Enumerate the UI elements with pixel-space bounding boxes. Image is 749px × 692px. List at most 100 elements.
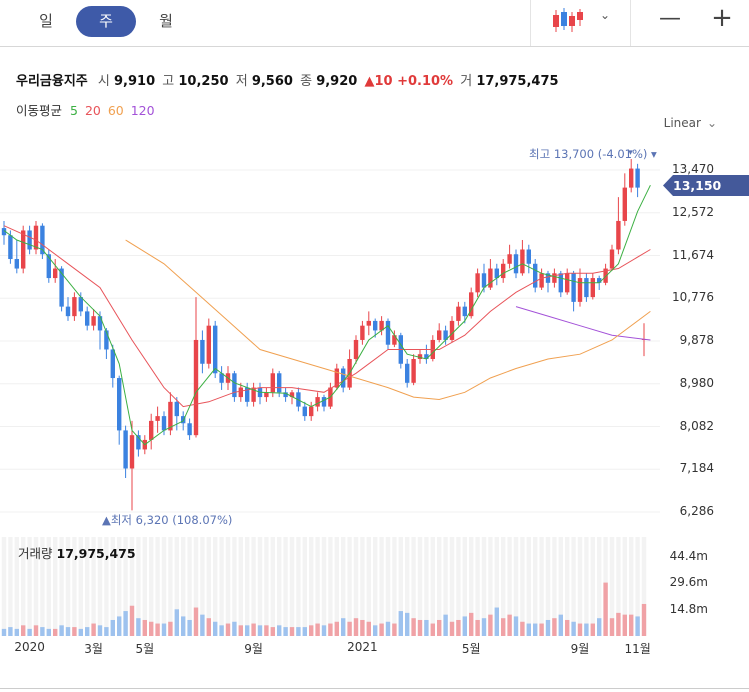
volume-bg-bar — [494, 537, 499, 636]
volume-bar — [187, 619, 192, 636]
volume-bg-bar — [181, 537, 186, 636]
candle-body — [449, 320, 455, 340]
volume-bar — [315, 623, 320, 636]
candle-body — [33, 225, 39, 250]
y-tick-label: 12,572 — [672, 204, 714, 219]
candle-body — [392, 335, 397, 345]
volume-bar — [33, 625, 39, 636]
volume-panel-value: 17,975,475 — [56, 546, 136, 561]
volume-bar — [513, 616, 519, 636]
volume-bar — [149, 621, 154, 636]
candle-body — [616, 220, 621, 250]
zoom-in-button[interactable]: + — [711, 3, 733, 33]
volume-bar — [46, 628, 51, 636]
toolbar-divider — [530, 0, 531, 46]
volume-bar — [270, 627, 275, 636]
volume-bg-bar — [72, 537, 77, 636]
ma20-label[interactable]: 20 — [84, 103, 101, 118]
volume-tick-label: 29.6m — [669, 575, 708, 590]
volume-bar — [539, 623, 544, 636]
candle-body — [168, 401, 173, 431]
volume-bg-bar — [571, 537, 576, 636]
volume-bg-bar — [539, 537, 544, 636]
volume-bar — [142, 619, 147, 636]
candle-body — [232, 373, 237, 398]
candle-body — [501, 263, 506, 279]
volume-bar — [251, 623, 256, 636]
volume-bar — [635, 616, 640, 636]
candle-body — [309, 406, 314, 417]
volume-bar — [283, 627, 288, 636]
volume-bar — [577, 623, 583, 636]
candle-body — [590, 278, 595, 298]
volume-bg-bar — [417, 537, 423, 636]
candle-body — [635, 168, 640, 188]
volume-bg-bar — [328, 537, 333, 636]
volume-bar — [488, 614, 493, 636]
candle-body — [14, 259, 19, 269]
candle-body — [8, 235, 13, 260]
candle-body — [513, 254, 519, 274]
volume-bg-bar — [347, 537, 352, 636]
candle-body — [526, 249, 531, 264]
volume-bar — [424, 619, 429, 636]
volume-bg-bar — [232, 537, 237, 636]
volume-bg-bar — [334, 537, 339, 636]
period-tabs: 일 주 월 ⌄ — + — [0, 0, 749, 47]
scale-selector[interactable]: Linear ⌄ — [664, 116, 717, 130]
volume-bg-bar — [360, 537, 365, 636]
volume-bg-bar — [341, 537, 346, 636]
y-tick-label: 8,082 — [679, 418, 714, 433]
volume-bar — [14, 628, 19, 636]
volume-bg-bar — [65, 537, 71, 636]
candle-body — [97, 316, 103, 331]
candle-body — [584, 278, 589, 298]
candle-body — [558, 273, 563, 293]
ma120-label[interactable]: 120 — [130, 103, 155, 118]
volume-bg-bar — [411, 537, 416, 636]
candle-body — [385, 320, 391, 345]
volume-bg-bar — [622, 537, 627, 636]
volume-bg-bar — [392, 537, 397, 636]
volume-bg-bar — [481, 537, 487, 636]
volume-bg-bar — [219, 537, 224, 636]
volume-bar — [449, 621, 455, 636]
ma60-label[interactable]: 60 — [107, 103, 124, 118]
chart-type-button[interactable]: ⌄ — [548, 6, 610, 36]
candle-body — [161, 416, 167, 431]
volume-bg-bar — [565, 537, 570, 636]
volume-bg-bar — [283, 537, 288, 636]
volume-bar — [462, 616, 467, 636]
volume-bg-bar — [443, 537, 448, 636]
candle-body — [341, 368, 346, 388]
volume-bg-bar — [501, 537, 506, 636]
volume-bg-bar — [533, 537, 538, 636]
volume-bar — [520, 621, 525, 636]
ma60-line — [125, 239, 651, 401]
tab-month[interactable]: 월 — [159, 12, 173, 30]
volume-bar — [584, 623, 589, 636]
volume-bar — [353, 618, 359, 636]
volume-bg-bar — [616, 537, 621, 636]
volume-bar — [78, 628, 83, 636]
volume-bar — [8, 627, 13, 636]
volume-bar — [469, 612, 474, 636]
volume-bar — [328, 623, 333, 636]
low-value: 9,560 — [251, 74, 293, 89]
volume-bar — [565, 619, 570, 636]
candle-body — [174, 401, 179, 417]
x-tick-label: 2020 — [14, 640, 45, 654]
volume-bar — [385, 621, 391, 636]
zoom-out-button[interactable]: — — [659, 6, 681, 31]
volume-bg-bar — [552, 537, 557, 636]
volume-tick-label: 14.8m — [669, 601, 708, 616]
volume-bar — [161, 623, 167, 636]
volume-bar — [641, 603, 647, 636]
tab-day[interactable]: 일 — [39, 12, 53, 30]
candle-body — [53, 268, 58, 279]
stock-summary: 우리금융지주 시 9,910 고 10,250 저 9,560 종 9,920 … — [16, 70, 559, 89]
candle-body — [456, 306, 461, 321]
volume-label: 거 — [460, 74, 473, 89]
ma5-label[interactable]: 5 — [70, 103, 78, 118]
tab-week[interactable]: 주 — [76, 6, 136, 37]
